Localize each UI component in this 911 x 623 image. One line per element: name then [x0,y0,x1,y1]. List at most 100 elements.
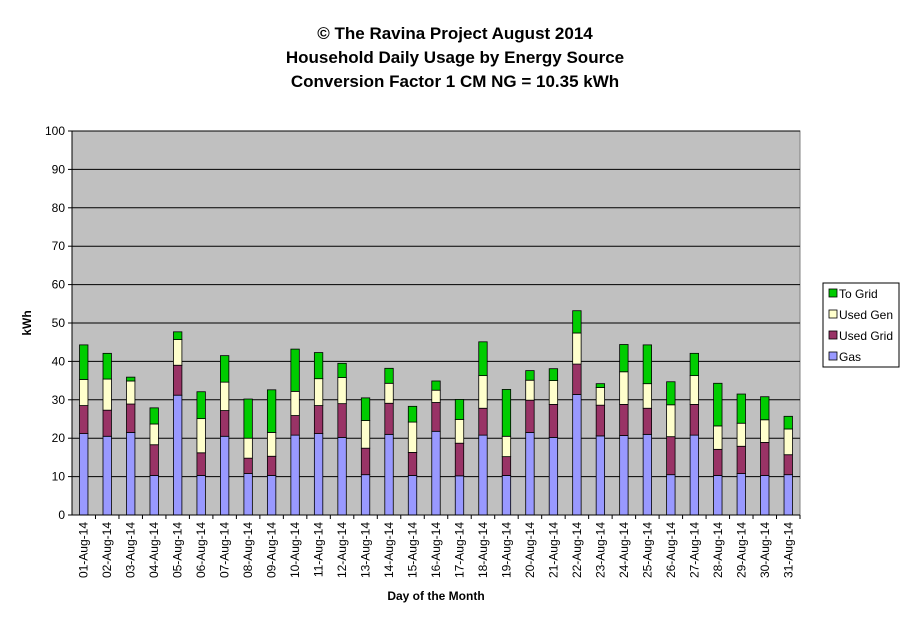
bar-segment-used-gen [384,382,394,404]
bar-segment-to-grid [666,381,676,406]
bar-segment-used-grid [196,452,206,476]
bar-segment-used-gen [102,378,112,411]
y-axis-title: kWh [20,310,34,335]
x-tick-label: 16-Aug-14 [429,522,443,578]
bar-segment-used-gen [173,339,183,366]
y-tick-label: 60 [52,278,66,292]
bar-segment-used-gen [407,421,418,453]
bar-segment-gas [595,435,606,516]
y-tick-label: 80 [52,201,66,215]
x-axis-tick-labels: 01-Aug-14 02-Aug-14 03-Aug-14 04-Aug-14 05-A… [77,522,796,578]
y-tick-label: 100 [45,124,65,138]
bar-segment-used-grid [736,445,746,474]
x-tick-label: 03-Aug-14 [124,522,138,578]
bar-segment-gas [337,437,347,516]
x-tick-label: 24-Aug-14 [617,522,631,578]
x-tick-label: 19-Aug-14 [499,522,513,578]
bar-segment-used-gen [525,379,535,401]
bar-segment-gas [760,475,770,516]
bar-segment-gas [220,435,230,516]
x-tick-label: 09-Aug-14 [265,522,279,578]
bar-segment-used-gen [642,383,652,409]
bar-segment-to-grid [290,348,300,392]
bar-segment-used-grid [783,454,793,476]
bar-segment-gas [149,475,159,516]
x-tick-label: 31-Aug-14 [781,522,795,578]
bar-segment-used-grid [243,457,253,474]
legend-swatch-used-gen [828,309,838,319]
bar-segment-gas [313,433,324,516]
bar-segment-used-gen [478,375,488,409]
bar-segment-used-grid [360,447,371,476]
bar-segment-used-gen [595,387,606,406]
bar-segment-used-grid [290,415,300,436]
bar-segment-used-grid [689,404,699,436]
bar-segment-used-grid [572,363,582,395]
x-tick-label: 06-Aug-14 [194,522,208,578]
x-tick-label: 18-Aug-14 [476,522,490,578]
x-tick-label: 12-Aug-14 [335,522,349,578]
bar-segment-to-grid [736,393,746,424]
bar-segment-used-grid [431,402,441,432]
bar-segment-used-grid [666,436,676,476]
bar-segment-to-grid [337,362,347,378]
bar-segment-gas [525,432,535,516]
bar-segment-gas [126,432,136,516]
bar-segment-used-grid [760,442,770,476]
bar-segment-gas [454,475,465,516]
bar-segment-to-grid [760,396,770,421]
bar-segment-used-grid [501,456,512,476]
bar-segment-used-gen [548,380,559,405]
x-tick-label: 14-Aug-14 [382,522,396,578]
x-tick-label: 27-Aug-14 [687,522,701,578]
bar-segment-to-grid [478,341,488,377]
legend-label-used-gen: Used Gen [839,308,893,322]
y-axis-tick-labels: 0 10 20 30 40 50 60 70 80 90 100 [45,124,65,522]
bar-segment-used-grid [548,404,559,438]
bar-segment-to-grid [642,344,652,385]
bar-segment-used-grid [126,403,136,433]
bar-segment-to-grid [313,352,324,380]
bar-segment-to-grid [360,397,371,421]
chart-title-line-2: Household Daily Usage by Energy Source [286,48,624,67]
bar-segment-used-grid [642,407,652,435]
bar-segment-gas [478,434,488,516]
y-tick-label: 90 [52,162,66,176]
x-tick-label: 25-Aug-14 [640,522,654,578]
x-tick-label: 21-Aug-14 [546,522,560,578]
x-tick-label: 13-Aug-14 [359,522,373,578]
bar-segment-to-grid [783,415,793,430]
bar-segment-gas [736,473,746,516]
bar-segment-gas [501,475,512,516]
legend-label-used-grid: Used Grid [839,329,893,343]
y-tick-label: 70 [52,239,66,253]
bar-segment-gas [619,435,629,516]
bar-segment-to-grid [619,344,629,373]
bar-segment-used-gen [290,390,300,416]
x-tick-label: 29-Aug-14 [734,522,748,578]
bar-segment-used-grid [525,399,535,433]
x-axis-title: Day of the Month [387,589,484,603]
legend-swatch-used-grid [828,330,838,340]
bar-segment-used-grid [102,409,112,437]
x-tick-label: 22-Aug-14 [570,522,584,578]
bar-segment-used-gen [360,420,371,449]
bar-segment-to-grid [431,380,441,391]
bar-segment-gas [173,394,183,516]
x-tick-label: 15-Aug-14 [406,522,420,578]
x-tick-label: 26-Aug-14 [664,522,678,578]
bar-segment-to-grid [572,310,582,334]
bar-segment-used-gen [220,381,230,411]
x-tick-label: 17-Aug-14 [452,522,466,578]
x-tick-label: 10-Aug-14 [288,522,302,578]
bar-segment-used-gen [149,423,159,446]
y-tick-label: 20 [52,431,66,445]
bar-segment-used-grid [313,405,324,434]
legend-swatch-to-grid [828,288,838,298]
bar-segment-used-grid [713,448,723,476]
bar-segment-to-grid [126,376,136,382]
bar-segment-gas [384,433,394,516]
bar-segment-used-gen [572,332,582,365]
x-tick-label: 07-Aug-14 [218,522,232,578]
